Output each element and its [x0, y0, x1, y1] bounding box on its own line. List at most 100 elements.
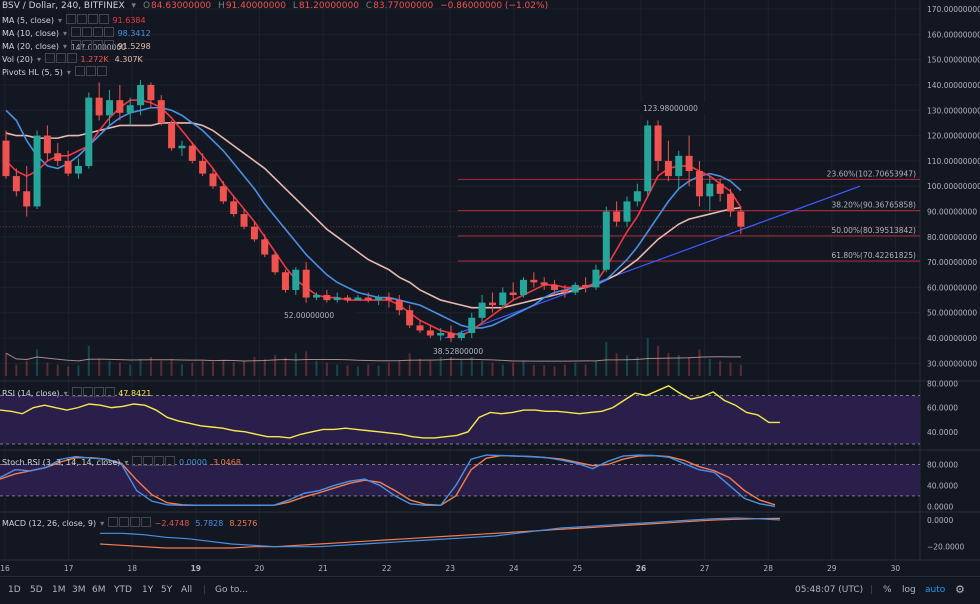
- timeframe-6m[interactable]: 6M: [92, 585, 106, 595]
- eye-icon[interactable]: [71, 27, 82, 37]
- chevron-down-icon[interactable]: ▾: [131, 1, 137, 11]
- utc-clock[interactable]: 05:48:07 (UTC): [795, 585, 864, 595]
- chevron-down-icon[interactable]: ▾: [63, 42, 68, 51]
- auto-toggle[interactable]: auto: [925, 585, 946, 595]
- chevron-down-icon[interactable]: ▾: [66, 68, 71, 77]
- candle: [178, 140, 186, 156]
- gear-icon[interactable]: ⚙: [955, 583, 965, 596]
- settings-icon[interactable]: [55, 53, 66, 63]
- close-icon[interactable]: [93, 40, 104, 50]
- volume-bar: [325, 362, 328, 376]
- goto-button[interactable]: Go to...: [215, 585, 248, 595]
- pivot-label-bg: [430, 345, 505, 357]
- candle: [685, 135, 693, 187]
- volume-bar: [118, 362, 121, 376]
- eye-icon[interactable]: [44, 53, 55, 63]
- candle-body: [592, 269, 600, 288]
- legend-ma5[interactable]: MA (5, close) ▾ 91.6384: [2, 14, 146, 25]
- close-icon[interactable]: [96, 66, 107, 76]
- settings-icon[interactable]: [143, 456, 154, 466]
- legend-macd[interactable]: MACD (12, 26, close, 9) ▾ −2.4748 5.7828 8.…: [2, 517, 258, 528]
- candle-body: [447, 332, 455, 339]
- log-toggle[interactable]: log: [902, 585, 916, 595]
- candle-body: [95, 97, 103, 116]
- legend-ma20[interactable]: MA (20, close) ▾ 91.5298: [2, 40, 151, 51]
- candle-body: [633, 191, 641, 202]
- close-icon[interactable]: [66, 53, 77, 63]
- chevron-down-icon[interactable]: ▾: [124, 458, 129, 467]
- price-axis-label: 150.00000000: [927, 56, 980, 65]
- settings-icon[interactable]: [82, 40, 93, 50]
- symbol-name[interactable]: BSV / Dollar, 240, BITFINEX: [2, 1, 125, 11]
- eye-icon[interactable]: [71, 40, 82, 50]
- close-icon[interactable]: [93, 387, 104, 397]
- candle: [33, 130, 41, 209]
- chevron-down-icon[interactable]: ▾: [57, 16, 62, 25]
- timeframe-all[interactable]: All: [181, 585, 193, 595]
- more-icon[interactable]: [104, 40, 115, 50]
- timeframe-5d[interactable]: 5D: [30, 585, 43, 595]
- timeframe-3m[interactable]: 3M: [72, 585, 86, 595]
- legend-stoch-rsi[interactable]: Stoch RSI (3, 3, 14, 14, close) ▾ 0.0000 3…: [2, 456, 241, 467]
- legend-ma10[interactable]: MA (10, close) ▾ 98.3412: [2, 27, 151, 38]
- eye-icon[interactable]: [65, 14, 76, 24]
- timeframe-1m[interactable]: 1M: [52, 585, 66, 595]
- timeframe-5y[interactable]: 5Y: [161, 585, 173, 595]
- more-icon[interactable]: [141, 517, 152, 527]
- time-axis-label: 23: [445, 564, 455, 573]
- eye-icon[interactable]: [132, 456, 143, 466]
- candle: [292, 267, 300, 296]
- settings-icon[interactable]: [85, 66, 96, 76]
- settings-icon[interactable]: [82, 387, 93, 397]
- candle: [281, 269, 289, 293]
- candle-body: [261, 239, 269, 255]
- timeframe-ytd[interactable]: YTD: [114, 585, 132, 595]
- volume-bar: [460, 358, 463, 376]
- candle: [727, 188, 734, 217]
- legend-volume[interactable]: Vol (20) ▾ 1.272K 4.307K: [2, 53, 143, 64]
- candle-body: [654, 125, 662, 161]
- timeframe-1d[interactable]: 1D: [8, 585, 21, 595]
- settings-icon[interactable]: [82, 27, 93, 37]
- close-icon[interactable]: [93, 27, 104, 37]
- more-icon[interactable]: [104, 387, 115, 397]
- volume-bar: [739, 364, 742, 376]
- legend-rsi[interactable]: RSI (14, close) ▾ 47.8421: [2, 387, 152, 398]
- pivot-label: 123.98000000: [643, 104, 698, 113]
- percent-toggle[interactable]: %: [883, 585, 892, 595]
- eye-icon[interactable]: [71, 387, 82, 397]
- more-icon[interactable]: [104, 27, 115, 37]
- more-icon[interactable]: [98, 14, 109, 24]
- chevron-down-icon[interactable]: ▾: [63, 389, 68, 398]
- more-icon[interactable]: [165, 456, 176, 466]
- candle-body: [12, 176, 20, 192]
- close-icon[interactable]: [154, 456, 165, 466]
- volume-bar: [522, 360, 525, 376]
- eye-icon[interactable]: [108, 517, 119, 527]
- volume-bar: [56, 364, 59, 376]
- time-axis-label: 22: [382, 564, 392, 573]
- settings-icon[interactable]: [76, 14, 87, 24]
- close-icon[interactable]: [87, 14, 98, 24]
- candle: [623, 196, 631, 227]
- chevron-down-icon[interactable]: ▾: [63, 29, 68, 38]
- rsi-axis-label: 80.0000: [927, 379, 958, 388]
- chart-canvas[interactable]: 23.60%(102.70653947) 38.20%(90.36765858) 5…: [0, 0, 980, 576]
- eye-icon[interactable]: [74, 66, 85, 76]
- timeframe-1y[interactable]: 1Y: [142, 585, 154, 595]
- volume-bar: [429, 360, 432, 376]
- settings-icon[interactable]: [119, 517, 130, 527]
- candle-body: [520, 279, 527, 296]
- volume-bar: [274, 355, 277, 376]
- chevron-down-icon[interactable]: ▾: [36, 55, 41, 64]
- volume-bar: [149, 357, 152, 376]
- close-icon[interactable]: [130, 517, 141, 527]
- time-axis-label: 29: [827, 564, 837, 573]
- volume-bar: [180, 364, 183, 376]
- candle-body: [85, 97, 93, 166]
- rsi-line: [0, 385, 780, 439]
- legend-pivots[interactable]: Pivots HL (5, 5) ▾: [2, 66, 108, 78]
- chevron-down-icon[interactable]: ▾: [100, 519, 105, 528]
- time-axis-label: 21: [318, 564, 328, 573]
- stoch-k-line: [0, 454, 776, 508]
